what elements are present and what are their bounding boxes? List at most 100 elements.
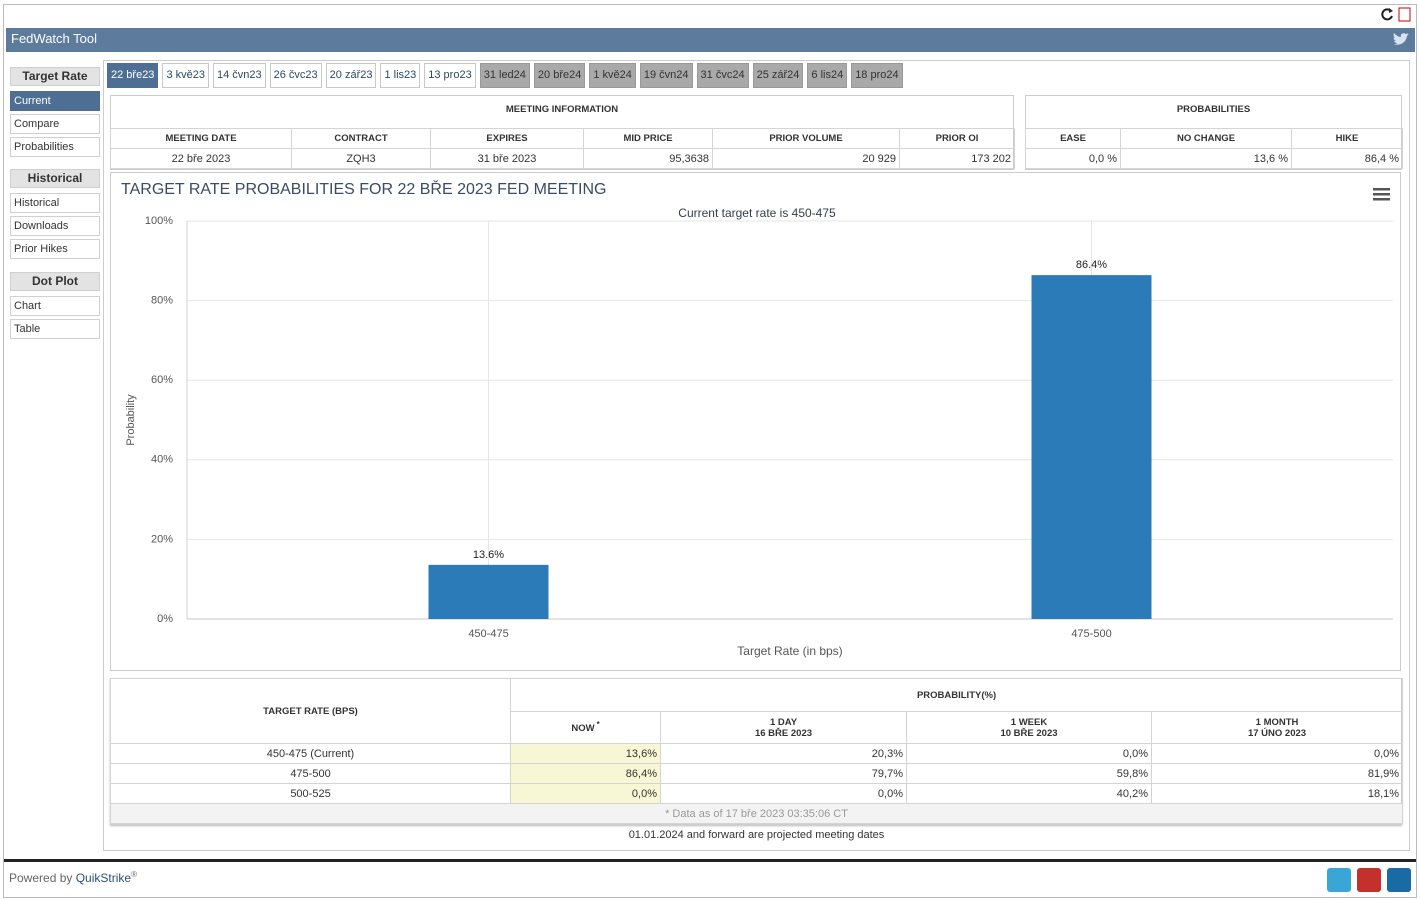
sidebar-item[interactable]: Table	[10, 319, 100, 339]
meeting-tab[interactable]: 18 pro24	[851, 63, 903, 88]
meeting-tabs: 22 bře23 3 kvě23 14 čvn23 26 čvc23 20 zář23 1…	[107, 63, 903, 88]
chart-subtitle: Current target rate is 450-475	[678, 206, 836, 220]
header-row: MEETING DATE CONTRACT EXPIRES MID PRICE PRIO…	[110, 128, 1015, 149]
column-label: 1 MONTH	[1255, 716, 1299, 728]
registered-mark: ®	[131, 870, 137, 879]
meeting-tab[interactable]: 22 bře23	[107, 63, 159, 88]
column-header: PRIOR OI	[899, 128, 1015, 149]
meeting-tab[interactable]: 3 kvě23	[162, 63, 209, 88]
chart: TARGET RATE PROBABILITIES FOR 22 BŘE 202…	[110, 172, 1401, 671]
prob-cell: 0,0%	[1150, 743, 1404, 764]
sidebar-item[interactable]: Prior Hikes	[10, 239, 100, 259]
column-mark: *	[596, 720, 600, 730]
y-tick-label: 40%	[151, 454, 173, 466]
column-date: 10 BŘE 2023	[1000, 727, 1058, 739]
prob-cell: 13,6%	[510, 743, 661, 764]
column-header: EASE	[1025, 128, 1121, 149]
y-tick-label: 20%	[151, 533, 173, 545]
bar	[428, 564, 549, 619]
brand-link[interactable]: QuikStrike	[75, 871, 132, 885]
y-axis-label: Probability	[125, 394, 137, 446]
column-header: 1 DAY 16 BŘE 2023	[660, 711, 907, 744]
sidebar-item[interactable]: Probabilities	[10, 137, 100, 157]
prob-cell: 79,7%	[660, 763, 907, 784]
sidebar-heading: Target Rate	[10, 67, 100, 86]
prob-cell: 40,2%	[906, 783, 1152, 804]
cell: 173 202	[899, 148, 1015, 169]
prob-cell: 86,4%	[510, 763, 661, 784]
cell: 13,6 %	[1120, 148, 1292, 169]
prob-table: TARGET RATE (BPS) PROBABILITY(%) NOW * 1 DAY…	[109, 678, 1404, 824]
cell: 22 bře 2023	[110, 148, 292, 169]
meeting-tab[interactable]: 31 led24	[479, 63, 530, 88]
chart-title: TARGET RATE PROBABILITIES FOR 22 BŘE 202…	[121, 179, 606, 198]
prob-cell: 0,0%	[510, 783, 661, 804]
linkedin-icon[interactable]	[1387, 868, 1411, 892]
prob-cell: 0,0%	[906, 743, 1152, 764]
meeting-tab[interactable]: 13 pro23	[424, 63, 476, 88]
column-header: 1 MONTH 17 ÚNO 2023	[1150, 711, 1404, 744]
main-panel	[103, 60, 1410, 851]
footer-credit: Powered by QuikStrike®	[9, 870, 137, 885]
x-tick-label: 450-475	[468, 628, 508, 640]
probabilities-table: EASE NO CHANGE HIKE 0,0 % 13,6 % 86,4 %	[1025, 128, 1403, 169]
cell: 0,0 %	[1025, 148, 1121, 169]
meeting-tab[interactable]: 19 čvn24	[639, 63, 693, 88]
x-axis-label: Target Rate (in bps)	[737, 644, 842, 658]
rate-cell: 475-500	[110, 763, 511, 784]
column-date: 17 ÚNO 2023	[1247, 727, 1307, 739]
twitter-header-icon[interactable]	[1392, 32, 1410, 48]
column-header: MID PRICE	[583, 128, 713, 149]
twitter-icon[interactable]	[1327, 868, 1351, 892]
sidebar-item[interactable]: Historical	[10, 193, 100, 213]
menu-icon[interactable]	[1373, 188, 1390, 201]
footnote-row: * Data as of 17 bře 2023 03:35:06 CT	[109, 803, 1404, 824]
column-header-row: NOW * 1 DAY 16 BŘE 2023 1 WEEK 10 BŘE 2023 1 M…	[111, 711, 1404, 744]
column-date: 16 BŘE 2023	[754, 727, 813, 739]
meeting-tab[interactable]: 1 lis23	[380, 63, 421, 88]
sidebar-item[interactable]: Current	[10, 91, 100, 111]
sidebar-heading: Dot Plot	[10, 272, 100, 291]
sidebar-heading: Historical	[10, 169, 100, 188]
footer-rule	[4, 859, 1416, 862]
meeting-tab[interactable]: 14 čvn23	[212, 63, 266, 88]
meeting-tab[interactable]: 26 čvc23	[269, 63, 322, 88]
cell: 31 bře 2023	[430, 148, 584, 169]
cell: 20 929	[712, 148, 900, 169]
bar	[1031, 275, 1152, 619]
sidebar-item[interactable]: Compare	[10, 114, 100, 134]
youtube-icon[interactable]	[1357, 868, 1381, 892]
meeting-tab[interactable]: 20 bře24	[533, 63, 586, 88]
rate-header: TARGET RATE (BPS)	[110, 678, 511, 744]
meeting-info-table: MEETING DATE CONTRACT EXPIRES MID PRICE PRIO…	[110, 128, 1015, 169]
social-icons	[1327, 868, 1411, 892]
projection-note: 01.01.2024 and forward are projected mee…	[628, 829, 885, 841]
footnote: * Data as of 17 bře 2023 03:35:06 CT	[109, 803, 1404, 824]
column-header: PRIOR VOLUME	[712, 128, 900, 149]
prob-cell: 81,9%	[1150, 763, 1404, 784]
meeting-tab[interactable]: 1 kvě24	[589, 63, 636, 88]
meeting-info-title: MEETING INFORMATION	[505, 104, 619, 115]
column-header: NO CHANGE	[1120, 128, 1292, 149]
meeting-tab[interactable]: 6 lis24	[807, 63, 848, 88]
sidebar-item[interactable]: Chart	[10, 296, 100, 316]
sidebar-item[interactable]: Downloads	[10, 216, 100, 236]
refresh-arrow	[1389, 8, 1393, 13]
column-label: 1 WEEK	[1010, 716, 1048, 728]
refresh-icon[interactable]	[1381, 8, 1393, 21]
column-header: EXPIRES	[430, 128, 584, 149]
meeting-tab[interactable]: 31 čvc24	[696, 63, 749, 88]
rate-row: 500-525 0,0% 0,0% 40,2% 18,1%	[110, 783, 1404, 804]
rate-cell: 450-475 (Current)	[110, 743, 511, 764]
value-label: 86.4%	[1076, 259, 1107, 271]
meeting-tab[interactable]: 25 zář24	[752, 63, 804, 88]
cell: ZQH3	[291, 148, 431, 169]
rate-row: 450-475 (Current) 13,6% 20,3% 0,0% 0,0%	[110, 743, 1404, 764]
y-tick-label: 100%	[145, 215, 173, 227]
pdf-icon[interactable]	[1398, 7, 1411, 22]
meeting-tab[interactable]: 20 zář23	[325, 63, 377, 88]
column-header: NOW *	[510, 711, 661, 744]
header-row: EASE NO CHANGE HIKE	[1025, 128, 1403, 149]
column-header: 1 WEEK 10 BŘE 2023	[906, 711, 1152, 744]
